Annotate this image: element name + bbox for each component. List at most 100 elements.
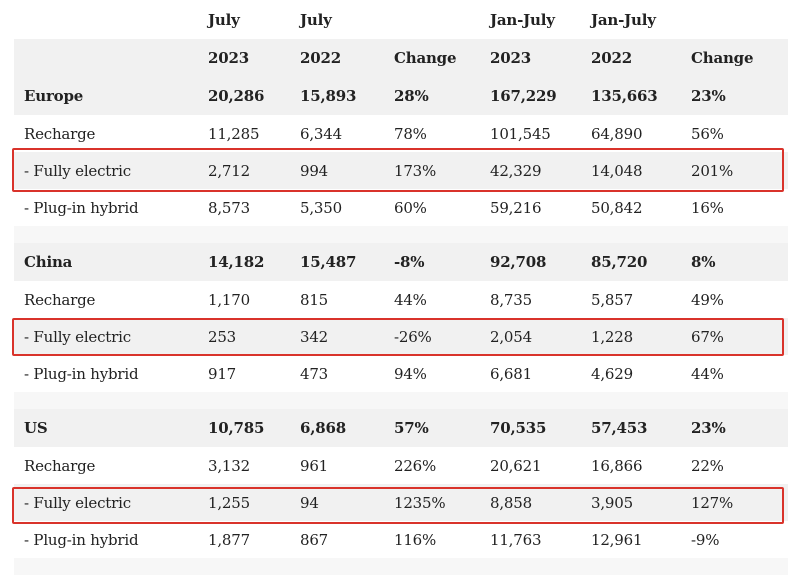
table-cell: 226% bbox=[394, 456, 437, 475]
table-cell: 12,961 bbox=[591, 530, 643, 549]
table-cell: 94 bbox=[290, 484, 384, 521]
table-row: Recharge 3,132 961 226% 20,621 16,866 22… bbox=[14, 447, 788, 484]
table-cell: 28% bbox=[384, 77, 480, 115]
table-cell: 20,621 bbox=[490, 456, 542, 475]
table-cell: 127% bbox=[681, 484, 788, 521]
table-row: - Fully electric 1,255 94 1235% 8,858 3,… bbox=[14, 484, 788, 521]
table-cell: 917 bbox=[208, 364, 237, 383]
section-spacer bbox=[14, 392, 788, 409]
table-cell: 42,329 bbox=[480, 152, 581, 189]
table-cell: 135,663 bbox=[581, 77, 681, 115]
header-cell: July bbox=[300, 10, 332, 29]
table-cell: 10,785 bbox=[198, 409, 290, 447]
header-cell: Jan-July bbox=[591, 10, 656, 29]
table-cell: 1235% bbox=[384, 484, 480, 521]
header-cell: 2022 bbox=[290, 39, 384, 77]
table-cell: 5,857 bbox=[591, 290, 633, 309]
header-cell bbox=[14, 39, 198, 77]
sales-table: July July Jan-July Jan-July 2023 2022 Ch… bbox=[14, 0, 788, 575]
table-cell: 78% bbox=[394, 124, 427, 143]
table-row: Recharge 1,170 815 44% 8,735 5,857 49% bbox=[14, 281, 788, 318]
header-cell: Change bbox=[681, 39, 788, 77]
region-label: US bbox=[14, 409, 198, 447]
region-label: Europe bbox=[14, 77, 198, 115]
table-cell: 16,866 bbox=[591, 456, 643, 475]
table-cell: 5,350 bbox=[300, 198, 342, 217]
header-row-period: July July Jan-July Jan-July bbox=[14, 0, 788, 39]
header-cell bbox=[681, 0, 788, 39]
row-label: - Plug-in hybrid bbox=[24, 198, 139, 217]
table-cell: 64,890 bbox=[591, 124, 643, 143]
table-cell: 8,858 bbox=[480, 484, 581, 521]
table-cell: 67% bbox=[681, 318, 788, 355]
table-cell: 59,216 bbox=[490, 198, 542, 217]
table-cell: -26% bbox=[384, 318, 480, 355]
row-label: - Plug-in hybrid bbox=[24, 530, 139, 549]
header-cell: 2023 bbox=[198, 39, 290, 77]
header-row-year: 2023 2022 Change 2023 2022 Change bbox=[14, 39, 788, 77]
table-cell: 473 bbox=[300, 364, 329, 383]
table-row: - Fully electric 253 342 -26% 2,054 1,22… bbox=[14, 318, 788, 355]
table-cell: 3,132 bbox=[208, 456, 250, 475]
header-cell bbox=[384, 0, 480, 39]
table-cell: 1,255 bbox=[198, 484, 290, 521]
row-label: Recharge bbox=[24, 456, 96, 475]
table-cell: 50,842 bbox=[591, 198, 643, 217]
table-row: Recharge 11,285 6,344 78% 101,545 64,890… bbox=[14, 115, 788, 152]
table-cell: -8% bbox=[384, 243, 480, 281]
table-cell: 4,629 bbox=[591, 364, 633, 383]
sales-table-container: July July Jan-July Jan-July 2023 2022 Ch… bbox=[14, 0, 788, 575]
table-cell: 70,535 bbox=[480, 409, 581, 447]
header-cell bbox=[14, 0, 198, 39]
row-label: - Fully electric bbox=[14, 152, 198, 189]
table-cell: 11,285 bbox=[208, 124, 260, 143]
table-cell: 60% bbox=[394, 198, 427, 217]
table-cell: 11,763 bbox=[490, 530, 542, 549]
table-cell: 15,893 bbox=[290, 77, 384, 115]
region-row-us: US 10,785 6,868 57% 70,535 57,453 23% bbox=[14, 409, 788, 447]
table-cell: 6,681 bbox=[490, 364, 532, 383]
table-cell: 23% bbox=[681, 77, 788, 115]
row-label: Recharge bbox=[24, 290, 96, 309]
table-cell: 44% bbox=[394, 290, 427, 309]
row-label: - Fully electric bbox=[14, 318, 198, 355]
table-cell: 92,708 bbox=[480, 243, 581, 281]
table-cell: 16% bbox=[691, 198, 724, 217]
table-cell: 116% bbox=[394, 530, 437, 549]
table-cell: 342 bbox=[290, 318, 384, 355]
table-cell: 253 bbox=[198, 318, 290, 355]
table-cell: 867 bbox=[300, 530, 329, 549]
table-cell: 961 bbox=[300, 456, 329, 475]
table-cell: 173% bbox=[384, 152, 480, 189]
table-cell: 14,182 bbox=[198, 243, 290, 281]
table-cell: 22% bbox=[691, 456, 724, 475]
region-label: China bbox=[14, 243, 198, 281]
table-cell: 994 bbox=[290, 152, 384, 189]
row-label: Recharge bbox=[24, 124, 96, 143]
row-label: - Plug-in hybrid bbox=[24, 364, 139, 383]
table-cell: 2,054 bbox=[480, 318, 581, 355]
table-cell: 8% bbox=[681, 243, 788, 281]
table-cell: 57% bbox=[384, 409, 480, 447]
header-cell: 2022 bbox=[581, 39, 681, 77]
table-cell: 101,545 bbox=[490, 124, 551, 143]
table-row: - Plug-in hybrid 1,877 867 116% 11,763 1… bbox=[14, 521, 788, 558]
table-cell: 15,487 bbox=[290, 243, 384, 281]
table-row: - Plug-in hybrid 8,573 5,350 60% 59,216 … bbox=[14, 189, 788, 226]
table-cell: 201% bbox=[681, 152, 788, 189]
table-cell: 167,229 bbox=[480, 77, 581, 115]
table-cell: 815 bbox=[300, 290, 329, 309]
region-row-china: China 14,182 15,487 -8% 92,708 85,720 8% bbox=[14, 243, 788, 281]
header-cell: July bbox=[208, 10, 240, 29]
header-cell: Jan-July bbox=[490, 10, 555, 29]
table-row: - Plug-in hybrid 917 473 94% 6,681 4,629… bbox=[14, 355, 788, 392]
table-cell: 57,453 bbox=[581, 409, 681, 447]
table-row: - Fully electric 2,712 994 173% 42,329 1… bbox=[14, 152, 788, 189]
table-cell: 2,712 bbox=[198, 152, 290, 189]
table-cell: 6,344 bbox=[300, 124, 342, 143]
table-cell: 49% bbox=[691, 290, 724, 309]
table-cell: 6,868 bbox=[290, 409, 384, 447]
section-spacer bbox=[14, 558, 788, 575]
section-spacer bbox=[14, 226, 788, 243]
table-cell: 56% bbox=[691, 124, 724, 143]
